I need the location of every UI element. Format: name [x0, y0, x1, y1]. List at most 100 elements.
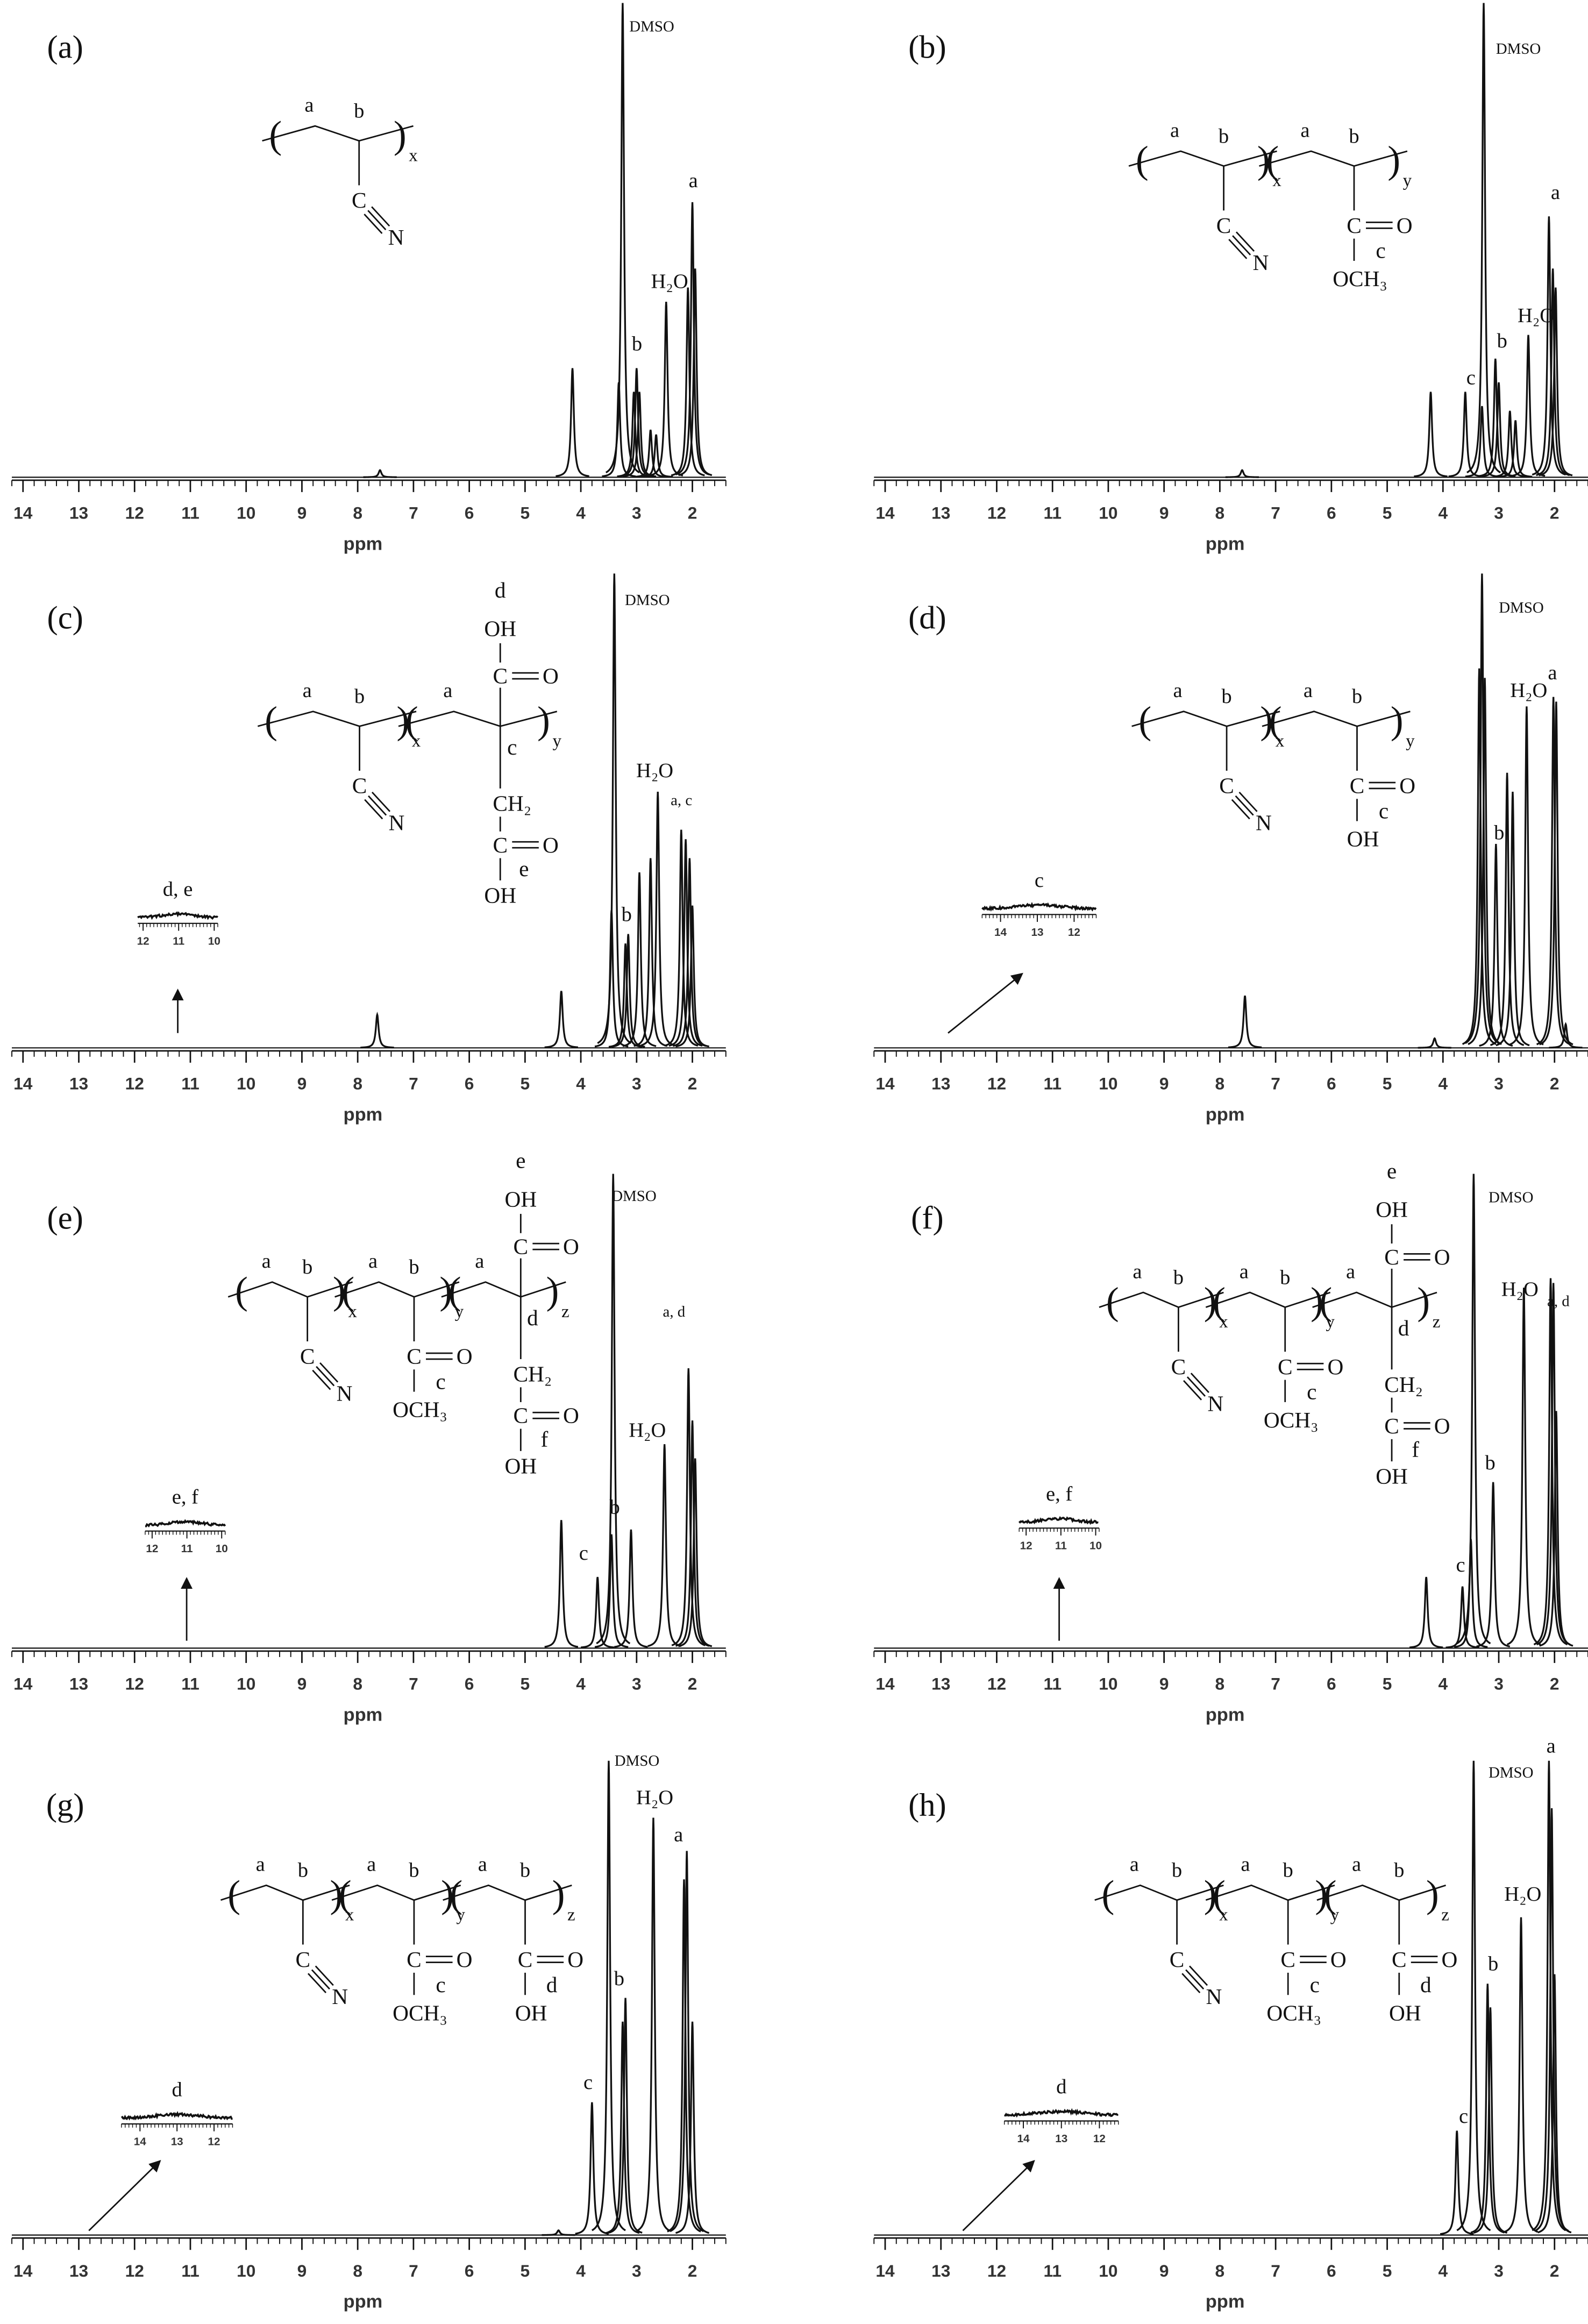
x-tick-label: 12	[987, 1674, 1006, 1694]
peak	[664, 829, 699, 1047]
chain	[1128, 150, 1277, 167]
structure-text: d	[546, 1972, 558, 1997]
x-tick-label: 3	[632, 503, 642, 522]
x-axis-label: ppm	[1206, 534, 1245, 554]
bracket: )	[1311, 1280, 1323, 1323]
x-tick-label: 11	[181, 2261, 199, 2280]
atom-label: a	[1130, 1853, 1139, 1876]
peak	[556, 368, 589, 477]
panel-label: (d)	[908, 600, 946, 636]
structure-text: c	[507, 735, 517, 759]
triple-bond	[1228, 239, 1248, 259]
structure-text: OH	[504, 1186, 537, 1211]
x-tick-label: 2	[1550, 503, 1559, 522]
x-tick-label: 12	[987, 1074, 1006, 1093]
triple-bond	[1235, 795, 1254, 816]
structure-text: O	[543, 664, 559, 688]
x-tick-label: 6	[465, 503, 474, 522]
x-tick-label: 2	[688, 2261, 697, 2280]
peak	[675, 1420, 710, 1647]
peak-label: DMSO	[625, 592, 670, 609]
peak	[1228, 995, 1262, 1048]
peak-label: b	[614, 1967, 624, 1990]
structure-text: OCH₃	[1264, 1408, 1319, 1432]
peak	[360, 1012, 394, 1049]
atom-label: b	[520, 1859, 530, 1882]
x-tick-label: 2	[688, 503, 697, 522]
peak-label: b	[1485, 1452, 1496, 1474]
bracket: (	[269, 113, 282, 156]
x-tick-label: 5	[1383, 1074, 1392, 1093]
triple-bond	[1183, 1380, 1202, 1401]
bracket: )	[333, 1270, 346, 1312]
peak	[1468, 678, 1502, 1046]
peak	[1506, 1288, 1541, 1646]
structure-text: O	[563, 1234, 579, 1259]
triple-bond	[1235, 231, 1255, 252]
peak-label: b	[632, 332, 642, 355]
peak	[1456, 1174, 1491, 1645]
structure-text: e	[516, 1148, 525, 1173]
atom-label: a	[478, 1853, 487, 1876]
inset-label: d, e	[163, 878, 193, 900]
peak	[1440, 2130, 1474, 2235]
peak	[544, 991, 578, 1048]
inset-trace	[1018, 1516, 1099, 1525]
atom-label: a	[1352, 1853, 1361, 1876]
x-tick-label: 9	[1159, 1074, 1169, 1093]
x-tick-label: 11	[181, 503, 199, 522]
subscript: y	[1326, 1312, 1335, 1332]
x-tick-label: 8	[1215, 2261, 1225, 2280]
inset-trace	[120, 2110, 233, 2121]
peak	[1533, 1278, 1568, 1646]
peak-label: a, d	[663, 1303, 686, 1320]
x-tick-label: 13	[931, 1674, 950, 1694]
peak	[1539, 287, 1573, 477]
structure-text: O	[1397, 213, 1413, 238]
subscript: z	[567, 1905, 575, 1924]
x-tick-label: 7	[1271, 2261, 1280, 2280]
structure-text: OH	[1389, 2000, 1421, 2025]
x-tick-label: 6	[1327, 1074, 1336, 1093]
peak-label: DMSO	[615, 1752, 660, 1769]
bracket: (	[1266, 139, 1279, 181]
peak	[675, 905, 709, 1048]
x-tick-label: 3	[1494, 1674, 1504, 1694]
atom-label: b	[409, 1859, 419, 1882]
inset-trace	[145, 1519, 226, 1527]
structure-text: N	[1207, 1391, 1223, 1416]
x-axis-label: ppm	[344, 534, 383, 554]
inset-trace	[981, 902, 1097, 912]
peak	[605, 3, 640, 474]
peak	[1498, 420, 1533, 478]
chain	[398, 710, 558, 727]
peak-label: H₂O	[651, 271, 688, 293]
structure-text: C	[1170, 1947, 1185, 1972]
atom-label: a	[475, 1250, 484, 1273]
x-tick-label: 13	[931, 503, 950, 522]
structure-text: d	[1420, 1972, 1432, 1997]
bracket: )	[330, 1873, 343, 1915]
inset-tick-label: 12	[1093, 2133, 1106, 2145]
subscript: y	[455, 1302, 464, 1321]
peak	[1532, 1760, 1566, 2231]
panel-label: (a)	[47, 30, 83, 66]
peak-label: c	[1456, 1554, 1465, 1576]
triple-bond	[364, 214, 383, 234]
peak	[1466, 3, 1501, 474]
bracket: )	[1426, 1873, 1439, 1915]
peak	[1539, 1411, 1573, 1647]
subscript: y	[552, 731, 561, 751]
panel-label: (f)	[911, 1200, 944, 1236]
structure-text: e	[1387, 1159, 1397, 1183]
panel-label: (g)	[46, 1787, 84, 1823]
x-tick-label: 10	[237, 1074, 255, 1093]
x-tick-label: 4	[1438, 503, 1448, 522]
bracket: (	[448, 1270, 461, 1312]
inset-tick-label: 10	[208, 935, 220, 947]
structure-text: OH	[1376, 1197, 1408, 1222]
bracket: (	[1138, 699, 1151, 742]
x-tick-label: 13	[69, 503, 88, 522]
peak-label: c	[1459, 2105, 1468, 2128]
